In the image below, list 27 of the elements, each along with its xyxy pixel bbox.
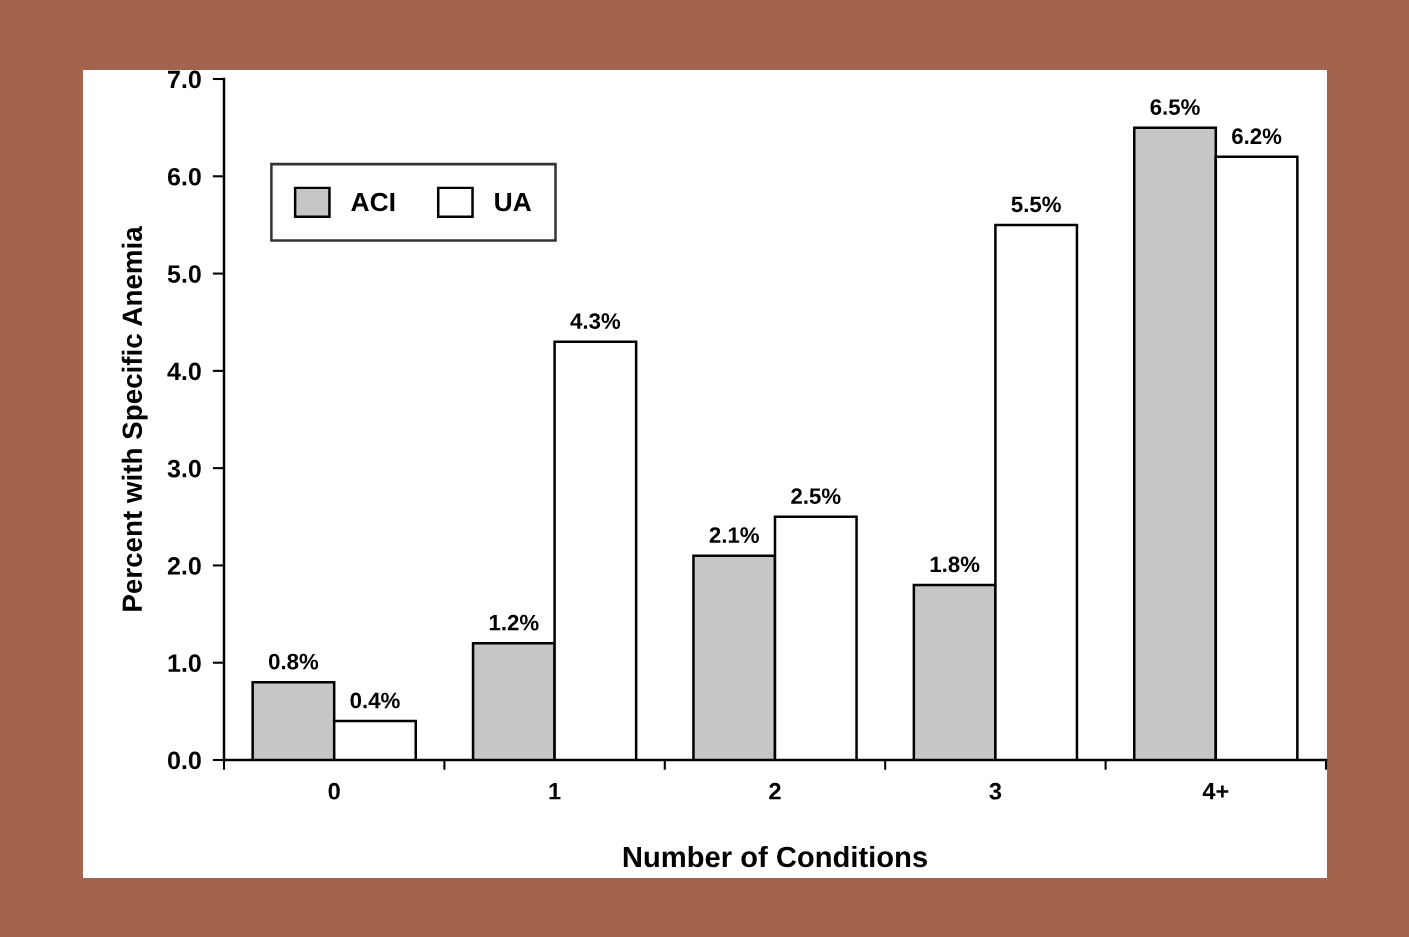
- data-label: 6.5%: [1150, 99, 1200, 115]
- y-tick-label: 0.0: [168, 751, 201, 770]
- x-tick-label: 1: [549, 783, 561, 800]
- y-tick-label: 4.0: [167, 362, 201, 381]
- y-tick-label: 1.0: [168, 654, 201, 673]
- data-label: 1.2%: [489, 614, 539, 631]
- y-tick-label: 3.0: [167, 459, 201, 478]
- x-tick-label: 4+: [1202, 783, 1229, 800]
- data-label: 4.3%: [570, 313, 621, 329]
- data-label: 0.4%: [350, 692, 400, 709]
- x-tick-label: 3: [989, 782, 1002, 800]
- data-label: 2.1%: [709, 527, 759, 543]
- data-label: 5.5%: [1011, 196, 1061, 213]
- y-tick-label: 5.0: [167, 265, 201, 283]
- data-label: 2.5%: [791, 488, 841, 505]
- y-axis-title: Percent with Specific Anemia: [121, 226, 148, 611]
- x-tick-label: 2: [769, 782, 781, 800]
- x-tick-label: 0: [328, 782, 340, 800]
- legend-label: UA: [495, 192, 532, 212]
- x-axis-title: Number of Conditions: [623, 845, 927, 868]
- y-tick-label: 7.0: [168, 70, 201, 89]
- y-tick-label: 6.0: [167, 167, 201, 186]
- y-tick-label: 2.0: [167, 557, 201, 575]
- data-label: 1.8%: [930, 556, 980, 573]
- data-label: 0.8%: [268, 653, 319, 670]
- data-label: 6.2%: [1232, 128, 1282, 145]
- legend-label: ACI: [351, 192, 395, 212]
